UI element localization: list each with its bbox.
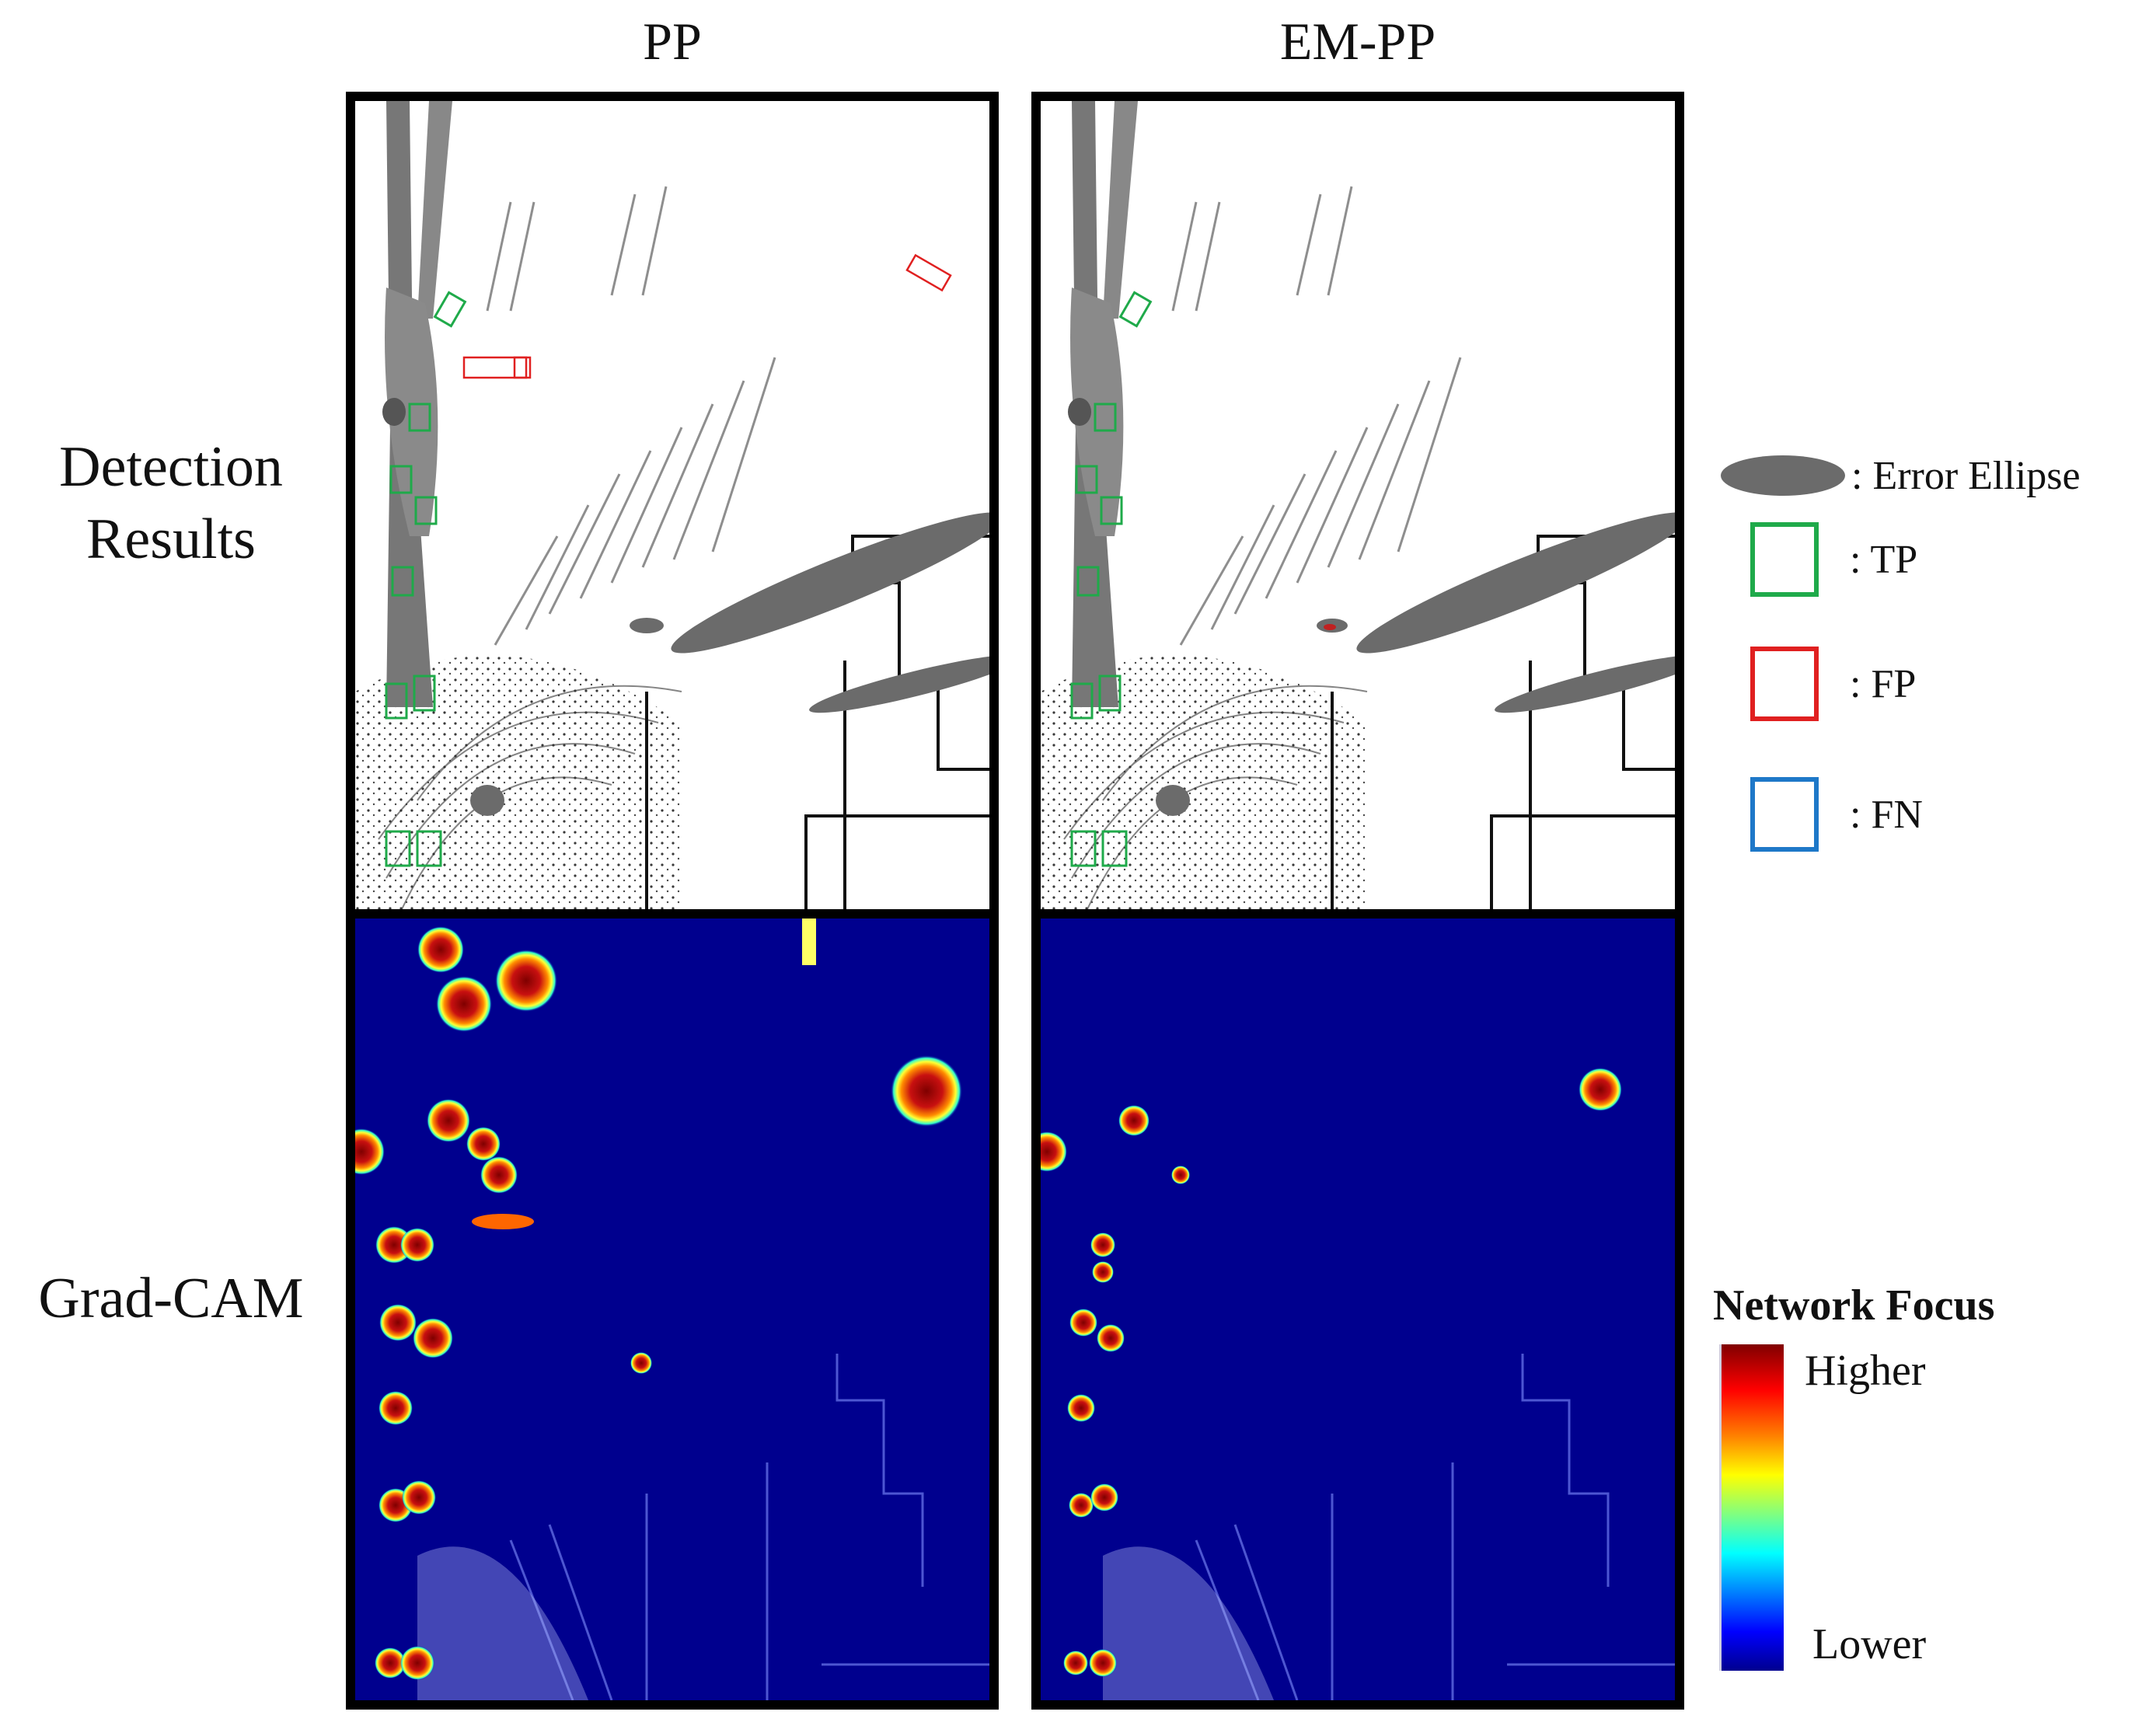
row-label-detection: Detection Results (8, 431, 334, 575)
empp-panel-frame (1031, 92, 1684, 1710)
pp-panel-divider (355, 909, 989, 919)
column-title-empp: EM-PP (1279, 12, 1436, 71)
colorbar-gradient (1719, 1344, 1784, 1671)
colorbar-high-label: Higher (1805, 1347, 1926, 1395)
tp-box-icon (1750, 522, 1819, 597)
legend-ellipse-text: : Error Ellipse (1851, 453, 2081, 498)
fp-box-icon (1750, 647, 1819, 721)
pp-gradcam-image (355, 919, 989, 1700)
legend-fn: : FN (1750, 777, 1923, 852)
legend-fp: : FP (1750, 647, 1916, 721)
column-title-pp: PP (643, 12, 702, 71)
legend-tp: : TP (1750, 522, 1917, 597)
pp-detection-image (355, 101, 989, 909)
pp-panel-frame (346, 92, 999, 1710)
legend-tp-text: : TP (1850, 537, 1918, 582)
error-ellipse-icon (1721, 455, 1845, 496)
legend-ellipse: : Error Ellipse (1719, 451, 2081, 500)
colorbar-title: Network Focus (1713, 1281, 1995, 1330)
legend-fp-text: : FP (1850, 661, 1917, 706)
row-label-gradcam: Grad-CAM (38, 1267, 304, 1330)
legend-fn-text: : FN (1850, 792, 1923, 837)
empp-gradcam-image (1041, 919, 1675, 1700)
empp-detection-image (1041, 101, 1675, 909)
fn-box-icon (1750, 777, 1819, 852)
colorbar-low-label: Lower (1812, 1620, 1927, 1668)
row-label-detection-line1: Detection (59, 435, 283, 499)
row-label-detection-line2: Results (86, 507, 256, 571)
empp-panel-divider (1041, 909, 1675, 919)
